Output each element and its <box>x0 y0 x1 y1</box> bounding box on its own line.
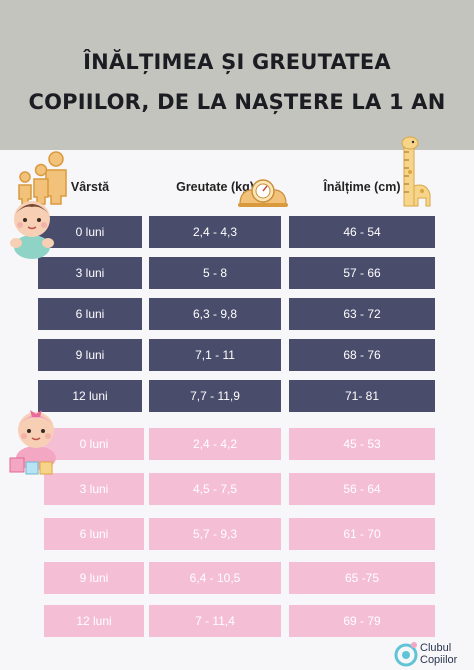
clubul-copiilor-logo <box>394 642 418 667</box>
header-banner <box>0 0 474 150</box>
boys-age-cell: 3 luni <box>38 257 142 289</box>
column-header-age: Vârstă <box>70 180 110 194</box>
logo-line-1: Clubul <box>420 642 452 654</box>
girls-height-cell: 61 - 70 <box>289 518 435 550</box>
girls-weight-cell: 5,7 - 9,3 <box>149 518 281 550</box>
baby-boy-icon <box>10 201 54 259</box>
girls-weight-cell: 2,4 - 4,2 <box>149 428 281 460</box>
girls-weight-cell: 4,5 - 7,5 <box>149 473 281 505</box>
column-header-height: Înălțime (cm) <box>323 180 401 194</box>
boys-age-cell: 6 luni <box>38 298 142 330</box>
girls-height-cell: 56 - 64 <box>289 473 435 505</box>
family-icon <box>18 151 67 205</box>
boys-height-cell: 63 - 72 <box>289 298 435 330</box>
girls-height-cell: 69 - 79 <box>289 605 435 637</box>
girls-age-cell: 0 luni <box>44 428 144 460</box>
girls-height-cell: 65 -75 <box>289 562 435 594</box>
logo-line-2: Copiilor <box>420 654 458 666</box>
title-line-1: ÎNĂLȚIMEA ȘI GREUTATEA <box>83 50 391 74</box>
boys-weight-cell: 2,4 - 4,3 <box>149 216 281 248</box>
boys-age-cell: 9 luni <box>38 339 142 371</box>
boys-weight-cell: 6,3 - 9,8 <box>149 298 281 330</box>
boys-age-cell: 12 luni <box>38 380 142 412</box>
girls-weight-cell: 7 - 11,4 <box>149 605 281 637</box>
baby-girl-icon <box>9 410 56 475</box>
page-title: ÎNĂLȚIMEA ȘI GREUTATEA COPIILOR, DE LA N… <box>0 42 474 122</box>
column-header-weight: Greutate (kg) <box>176 180 254 194</box>
girls-age-cell: 3 luni <box>44 473 144 505</box>
boys-height-cell: 57 - 66 <box>289 257 435 289</box>
scale-icon <box>238 179 288 207</box>
boys-height-cell: 71- 81 <box>289 380 435 412</box>
girls-age-cell: 6 luni <box>44 518 144 550</box>
logo-text: Clubul Copiilor <box>420 642 457 666</box>
girls-weight-cell: 6,4 - 10,5 <box>149 562 281 594</box>
girls-age-cell: 12 luni <box>44 605 144 637</box>
boys-weight-cell: 7,1 - 11 <box>149 339 281 371</box>
girls-height-cell: 45 - 53 <box>289 428 435 460</box>
giraffe-ruler-icon <box>401 136 431 207</box>
boys-age-cell: 0 luni <box>38 216 142 248</box>
boys-weight-cell: 7,7 - 11,9 <box>149 380 281 412</box>
girls-age-cell: 9 luni <box>44 562 144 594</box>
boys-height-cell: 46 - 54 <box>289 216 435 248</box>
boys-weight-cell: 5 - 8 <box>149 257 281 289</box>
title-line-2: COPIILOR, DE LA NAȘTERE LA 1 AN <box>28 90 446 114</box>
boys-height-cell: 68 - 76 <box>289 339 435 371</box>
